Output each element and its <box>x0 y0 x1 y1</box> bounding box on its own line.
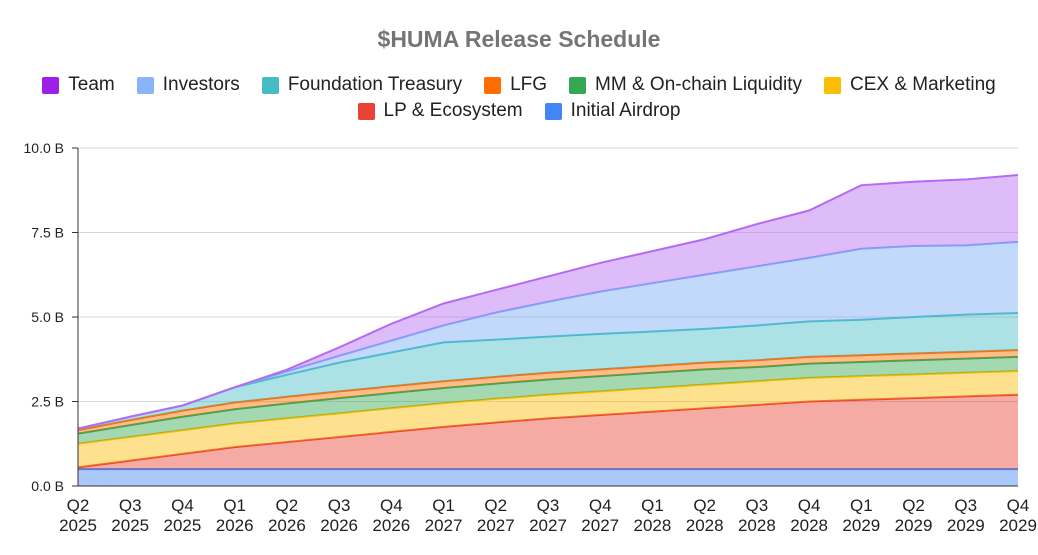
x-tick-label: Q1 2029 <box>842 496 880 535</box>
legend-item-team[interactable]: Team <box>42 74 115 96</box>
legend-item-investors[interactable]: Investors <box>136 74 240 96</box>
y-tick-label: 10.0 B <box>24 140 64 156</box>
line-lfg <box>77 349 1019 432</box>
chart-title: $HUMA Release Schedule <box>377 26 661 52</box>
y-tick-labels: 0.0 B 2.5 B 5.0 B 7.5 B 10.0 B <box>24 140 64 494</box>
x-tick-label: Q3 2027 <box>529 496 567 535</box>
legend-label-foundation-treasury: Foundation Treasury <box>287 74 463 95</box>
y-tick-label: 0.0 B <box>31 478 64 494</box>
legend-item-initial-airdrop[interactable]: Initial Airdrop <box>544 100 681 122</box>
x-tick-label: Q4 2025 <box>164 496 202 535</box>
x-tick-label: Q1 2028 <box>634 496 672 535</box>
line-lp-ecosystem <box>77 393 1019 469</box>
legend-swatch-team <box>42 76 60 94</box>
x-tick-label: Q2 2027 <box>477 496 515 535</box>
legend-label-team: Team <box>68 74 115 95</box>
legend-swatch-mm-onchain-liquidity <box>569 76 587 94</box>
legend-label-investors: Investors <box>162 74 240 95</box>
legend-swatch-foundation-treasury <box>261 76 279 94</box>
x-tick-label: Q4 2026 <box>372 496 410 535</box>
x-tick-label: Q3 2028 <box>738 496 776 535</box>
legend-swatch-cex-marketing <box>824 76 841 94</box>
legend-label-lfg: LFG <box>510 74 548 95</box>
x-tick-label: Q3 2026 <box>320 496 358 535</box>
legend-item-lp-ecosystem[interactable]: LP & Ecosystem <box>357 100 523 122</box>
line-mm-on-chain-liquidity <box>77 355 1019 435</box>
legend-label-lp-ecosystem: LP & Ecosystem <box>383 100 523 121</box>
x-tick-label: Q1 2027 <box>425 496 463 535</box>
x-tick-label: Q2 2026 <box>268 496 306 535</box>
area-lp-ecosystem[interactable] <box>78 394 1018 470</box>
x-tick-label: Q4 2027 <box>581 496 619 535</box>
legend-row-2: LP & Ecosystem Initial Airdrop <box>0 100 1038 122</box>
legend-item-lfg[interactable]: LFG <box>484 74 547 96</box>
area-mm-on-chain-liquidity[interactable] <box>78 356 1018 444</box>
x-tick-label: Q2 2029 <box>895 496 933 535</box>
legend-swatch-investors <box>136 76 154 94</box>
x-tick-labels: Q2 2025 Q3 2025 Q4 2025 Q1 2026 Q2 2026 Q3 2026 Q4 20… <box>59 496 1037 535</box>
area-team[interactable] <box>78 175 1018 429</box>
axes <box>77 148 1018 487</box>
x-tick-label: Q2 2028 <box>686 496 724 535</box>
x-tick-label: Q1 2026 <box>216 496 254 535</box>
area-investors[interactable] <box>78 241 1018 429</box>
area-initial-airdrop[interactable] <box>78 469 1018 486</box>
legend-swatch-initial-airdrop <box>544 102 562 120</box>
legend-row-1: Team Investors Foundation Treasury LFG M… <box>0 74 1038 96</box>
line-team <box>77 174 1019 430</box>
stacked-areas <box>77 174 1019 486</box>
x-tick-label: Q4 2029 <box>999 496 1037 535</box>
y-tick-label: 5.0 B <box>31 309 64 325</box>
legend-item-cex-marketing[interactable]: CEX & Marketing <box>824 74 996 96</box>
legend-label-initial-airdrop: Initial Airdrop <box>570 100 681 121</box>
area-cex-marketing[interactable] <box>78 371 1018 468</box>
legend-swatch-lfg <box>484 76 502 94</box>
area-lfg[interactable] <box>78 350 1018 434</box>
y-tick-label: 7.5 B <box>31 225 64 241</box>
x-tick-label: Q3 2025 <box>111 496 149 535</box>
legend-item-mm-onchain-liquidity[interactable]: MM & On-chain Liquidity <box>569 74 802 96</box>
legend-item-foundation-treasury[interactable]: Foundation Treasury <box>261 74 463 96</box>
y-tick-label: 2.5 B <box>31 394 64 410</box>
legend-label-mm-onchain-liquidity: MM & On-chain Liquidity <box>595 74 802 95</box>
x-tick-label: Q4 2028 <box>790 496 828 535</box>
legend-label-cex-marketing: CEX & Marketing <box>850 74 996 95</box>
area-foundation-treasury[interactable] <box>78 312 1018 431</box>
x-tick-label: Q3 2029 <box>947 496 985 535</box>
x-tick-label: Q2 2025 <box>59 496 97 535</box>
line-cex-marketing <box>77 370 1019 445</box>
legend-swatch-lp-ecosystem <box>357 102 375 120</box>
